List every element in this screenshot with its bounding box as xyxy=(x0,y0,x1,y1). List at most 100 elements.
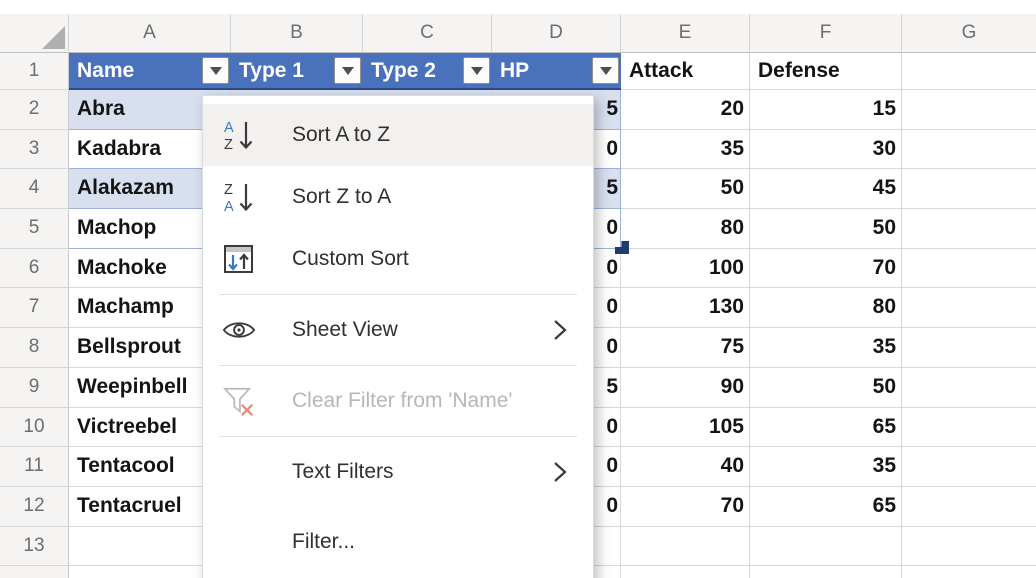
cell-g1[interactable] xyxy=(902,53,1036,90)
menu-item-label: Sort A to Z xyxy=(292,123,391,146)
cell-attack[interactable]: 70 xyxy=(621,486,750,527)
cell-attack[interactable]: 75 xyxy=(621,328,750,368)
cell-name[interactable]: Alakazam xyxy=(69,169,231,210)
svg-text:A: A xyxy=(224,199,234,214)
filter-button-hp[interactable] xyxy=(592,57,619,84)
cell-e1-attack[interactable]: Attack xyxy=(621,53,750,90)
column-header-d[interactable]: D xyxy=(492,14,621,53)
cell-attack[interactable] xyxy=(621,526,750,567)
table-header-hp[interactable]: HP xyxy=(492,53,621,90)
menu-item-label: Sheet View xyxy=(292,318,398,341)
cell-attack[interactable]: 40 xyxy=(621,447,750,487)
cell-empty[interactable] xyxy=(902,248,1036,289)
menu-item-clear-filter[interactable]: Clear Filter from 'Name' xyxy=(203,370,593,432)
eye-icon xyxy=(222,313,256,347)
cell-empty[interactable] xyxy=(902,209,1036,249)
cell-empty[interactable] xyxy=(902,526,1036,567)
cell-empty[interactable] xyxy=(902,447,1036,487)
cell-empty[interactable] xyxy=(902,288,1036,329)
cell-empty[interactable] xyxy=(902,486,1036,527)
row-header[interactable]: 13 xyxy=(0,526,69,567)
cell-defense[interactable]: 30 xyxy=(750,129,902,170)
cell-empty[interactable] xyxy=(902,129,1036,170)
menu-item-sort-a-to-z[interactable]: A Z Sort A to Z xyxy=(203,104,593,166)
cell-attack[interactable]: 90 xyxy=(621,367,750,408)
row-header[interactable]: 10 xyxy=(0,407,69,448)
filter-button-type1[interactable] xyxy=(334,57,361,84)
column-header-e[interactable]: E xyxy=(621,14,750,53)
table-header-type2-label: Type 2 xyxy=(371,59,436,82)
row-header[interactable]: 4 xyxy=(0,169,69,210)
cell-attack[interactable]: 20 xyxy=(621,90,750,130)
select-all-corner[interactable] xyxy=(0,14,69,53)
menu-item-filter[interactable]: Filter... xyxy=(203,511,593,573)
table-header-row: 1 Name Type 1 Type 2 HP Attack Defense xyxy=(0,53,1036,90)
column-header-g[interactable]: G xyxy=(902,14,1036,53)
sort-za-icon: Z A xyxy=(222,180,256,214)
row-header[interactable] xyxy=(0,566,69,578)
row-header[interactable]: 9 xyxy=(0,367,69,408)
top-margin xyxy=(0,0,1036,14)
row-header[interactable]: 2 xyxy=(0,90,69,130)
table-header-type2[interactable]: Type 2 xyxy=(363,53,492,90)
row-header[interactable]: 7 xyxy=(0,288,69,329)
cell-defense[interactable]: 65 xyxy=(750,486,902,527)
custom-sort-icon xyxy=(222,242,256,276)
column-header-band: A B C D E F G xyxy=(0,14,1036,53)
menu-item-label: Filter... xyxy=(292,530,356,553)
table-header-type1[interactable]: Type 1 xyxy=(231,53,363,90)
menu-item-sort-z-to-a[interactable]: Z A Sort Z to A xyxy=(203,166,593,228)
cell-empty[interactable] xyxy=(750,566,902,578)
row-header[interactable]: 6 xyxy=(0,248,69,289)
row-header[interactable]: 8 xyxy=(0,328,69,368)
column-header-c[interactable]: C xyxy=(363,14,492,53)
cell-attack[interactable]: 105 xyxy=(621,407,750,448)
menu-item-label: Sort Z to A xyxy=(292,185,392,208)
menu-item-custom-sort[interactable]: Custom Sort xyxy=(203,228,593,290)
row-header-1[interactable]: 1 xyxy=(0,53,69,90)
filter-button-name[interactable] xyxy=(202,57,229,84)
cell-empty[interactable] xyxy=(902,566,1036,578)
row-header[interactable]: 5 xyxy=(0,209,69,249)
select-all-triangle-icon xyxy=(42,26,65,49)
filter-dropdown-icon xyxy=(341,66,354,75)
table-header-name[interactable]: Name xyxy=(69,53,231,90)
row-header[interactable]: 12 xyxy=(0,486,69,527)
cell-attack[interactable]: 35 xyxy=(621,129,750,170)
cell-empty[interactable] xyxy=(902,328,1036,368)
cell-attack[interactable]: 50 xyxy=(621,169,750,210)
submenu-chevron-icon xyxy=(553,318,567,342)
cell-empty[interactable] xyxy=(621,566,750,578)
cell-defense[interactable]: 70 xyxy=(750,248,902,289)
menu-spacer xyxy=(203,503,593,511)
cell-empty[interactable] xyxy=(902,407,1036,448)
menu-separator xyxy=(219,294,577,295)
cell-defense[interactable]: 65 xyxy=(750,407,902,448)
cell-defense[interactable]: 80 xyxy=(750,288,902,329)
cell-attack[interactable]: 130 xyxy=(621,288,750,329)
cell-empty[interactable] xyxy=(902,169,1036,210)
cell-defense[interactable]: 35 xyxy=(750,447,902,487)
menu-item-text-filters[interactable]: Text Filters xyxy=(203,441,593,503)
cell-empty[interactable] xyxy=(902,367,1036,408)
cell-empty[interactable] xyxy=(902,90,1036,130)
cell-f1-defense[interactable]: Defense xyxy=(750,53,902,90)
cell-defense[interactable] xyxy=(750,526,902,567)
cell-defense[interactable]: 50 xyxy=(750,367,902,408)
cell-defense[interactable]: 45 xyxy=(750,169,902,210)
cell-defense[interactable]: 15 xyxy=(750,90,902,130)
cell-attack[interactable]: 80 xyxy=(621,209,750,249)
filter-button-type2[interactable] xyxy=(463,57,490,84)
column-header-f[interactable]: F xyxy=(750,14,902,53)
no-icon xyxy=(222,525,256,559)
row-header[interactable]: 3 xyxy=(0,129,69,170)
column-header-a[interactable]: A xyxy=(69,14,231,53)
cell-defense[interactable]: 50 xyxy=(750,209,902,249)
cell-defense[interactable]: 35 xyxy=(750,328,902,368)
table-header-hp-label: HP xyxy=(500,59,530,82)
menu-item-sheet-view[interactable]: Sheet View xyxy=(203,299,593,361)
row-header[interactable]: 11 xyxy=(0,447,69,487)
cell-attack[interactable]: 100 xyxy=(621,248,750,289)
column-header-b[interactable]: B xyxy=(231,14,363,53)
